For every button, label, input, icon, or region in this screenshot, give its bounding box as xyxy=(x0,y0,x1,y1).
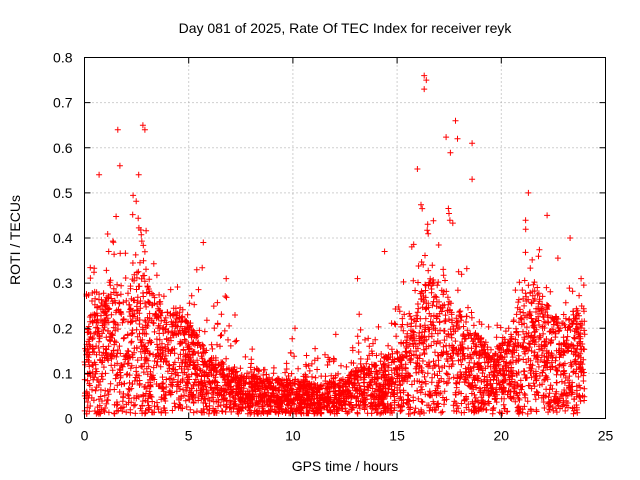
x-tick-label: 5 xyxy=(185,428,193,444)
y-tick-label: 0.2 xyxy=(53,320,73,336)
y-tick-label: 0.3 xyxy=(53,275,73,291)
y-axis-label: ROTI / TECUs xyxy=(7,195,23,285)
y-tick-label: 0.5 xyxy=(53,185,73,201)
y-tick-label: 0.7 xyxy=(53,95,73,111)
y-tick-label: 0.1 xyxy=(53,365,73,381)
x-axis-label: GPS time / hours xyxy=(292,458,399,474)
y-tick-label: 0.4 xyxy=(53,230,73,246)
x-tick-label: 25 xyxy=(598,428,614,444)
plot-frame xyxy=(84,57,606,419)
y-tick-label: 0.8 xyxy=(53,50,73,66)
x-tick-label: 20 xyxy=(494,428,510,444)
x-tick-label: 15 xyxy=(389,428,405,444)
chart-title: Day 081 of 2025, Rate Of TEC Index for r… xyxy=(179,20,513,36)
x-tick-label: 0 xyxy=(81,428,89,444)
grid-lines xyxy=(84,57,606,419)
scatter-markers xyxy=(81,72,588,417)
data-points xyxy=(81,72,588,417)
x-tick-label: 10 xyxy=(285,428,301,444)
y-tick-label: 0.6 xyxy=(53,140,73,156)
y-tick-label: 0 xyxy=(65,411,73,427)
